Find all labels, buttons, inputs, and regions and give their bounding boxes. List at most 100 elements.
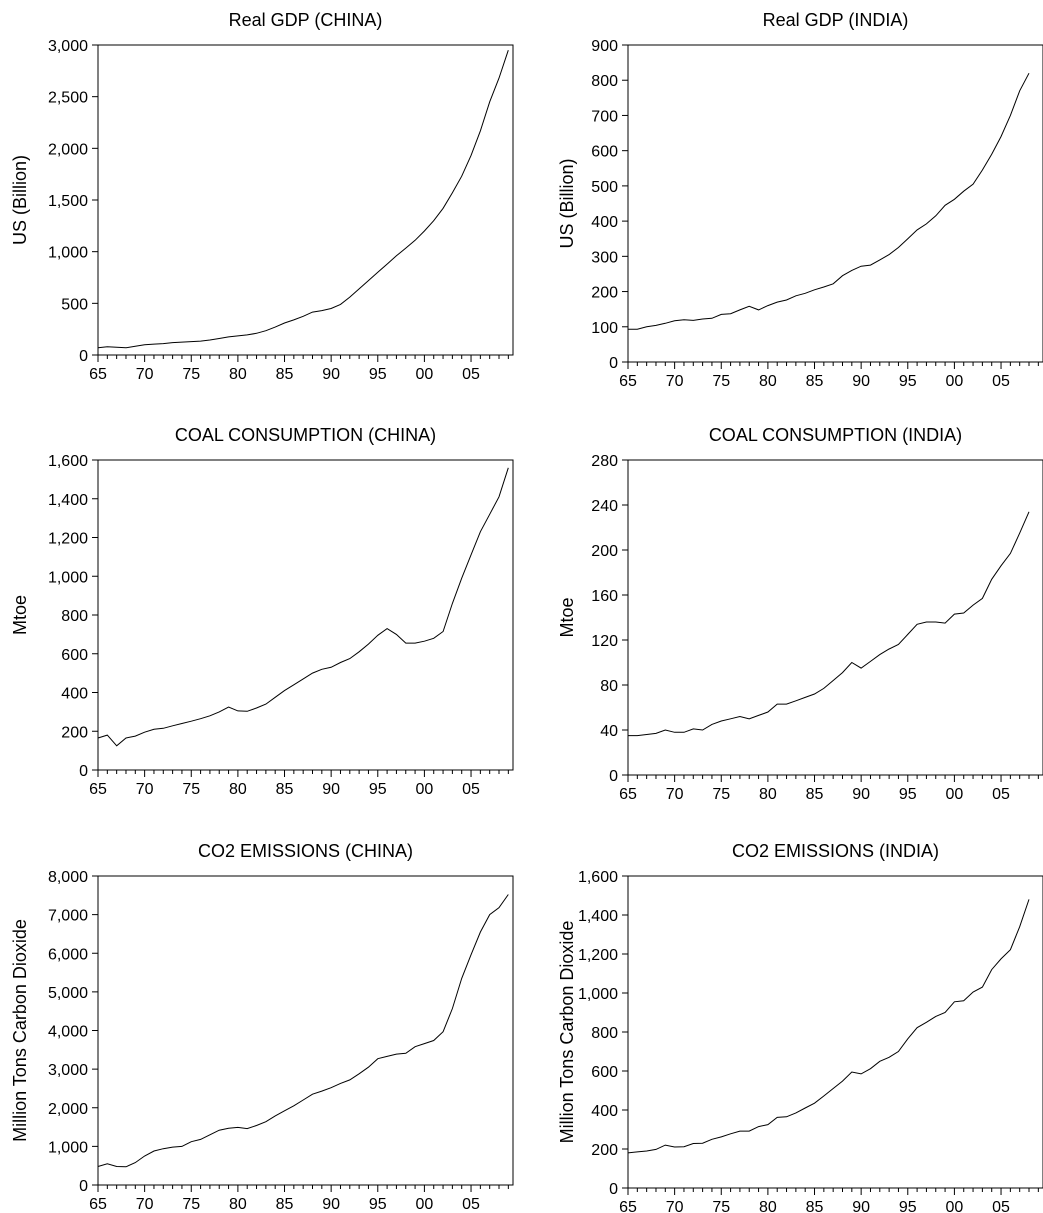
x-tick-label: 75	[182, 366, 200, 383]
x-tick-label: 95	[899, 786, 917, 803]
x-tick-label: 05	[462, 366, 480, 383]
y-tick-label: 160	[591, 588, 618, 605]
plot-frame	[97, 44, 514, 356]
y-tick-label: 1,200	[578, 947, 618, 964]
y-tick-label: 40	[600, 723, 618, 740]
y-tick-label: 1,000	[48, 569, 88, 586]
y-tick-label: 2,000	[48, 141, 88, 158]
x-tick-label: 75	[712, 1199, 730, 1213]
y-tick-label: 0	[609, 355, 618, 372]
x-tick-label: 80	[759, 1199, 777, 1213]
plot-frame	[97, 459, 514, 771]
plot-frame	[97, 875, 514, 1186]
x-tick-label: 65	[89, 1196, 107, 1213]
x-tick-label: 05	[462, 781, 480, 798]
y-tick-label: 600	[591, 1064, 618, 1081]
x-tick-label: 95	[899, 373, 917, 390]
x-tick-label: 75	[712, 373, 730, 390]
series-line	[97, 467, 509, 747]
y-tick-label: 700	[591, 108, 618, 125]
x-tick-label: 00	[946, 1199, 964, 1213]
y-axis-label: Million Tons Carbon Dioxide	[557, 921, 577, 1144]
y-tick-label: 1,200	[48, 531, 88, 548]
y-tick-label: 3,000	[48, 1062, 88, 1079]
y-axis-label: Million Tons Carbon Dioxide	[10, 919, 30, 1142]
y-tick-label: 200	[61, 724, 88, 741]
series-line	[627, 899, 1030, 1154]
x-tick-label: 95	[369, 1196, 387, 1213]
x-tick-label: 65	[89, 366, 107, 383]
y-tick-label: 800	[591, 73, 618, 90]
x-tick-label: 70	[136, 366, 154, 383]
y-tick-label: 1,000	[48, 1139, 88, 1156]
chart-title: CO2 EMISSIONS (INDIA)	[732, 841, 939, 861]
y-tick-label: 200	[591, 1142, 618, 1159]
chart-title: COAL CONSUMPTION (CHINA)	[175, 425, 436, 445]
y-tick-label: 300	[591, 249, 618, 266]
y-tick-label: 900	[591, 38, 618, 55]
y-tick-label: 0	[609, 768, 618, 785]
x-tick-label: 80	[229, 1196, 247, 1213]
x-tick-label: 85	[806, 786, 824, 803]
x-tick-label: 75	[712, 786, 730, 803]
chart-panel-4: COAL CONSUMPTION (INDIA) Mtoe 0 40 80 120 160 2…	[557, 425, 1043, 803]
x-tick-label: 85	[806, 1199, 824, 1213]
chart-panel-2: Real GDP (INDIA) US (Billion) 0 100 200 300 40…	[557, 10, 1043, 390]
y-tick-label: 120	[591, 633, 618, 650]
y-tick-label: 0	[79, 763, 88, 780]
chart-title: COAL CONSUMPTION (INDIA)	[709, 425, 962, 445]
y-tick-label: 200	[591, 543, 618, 560]
y-tick-label: 1,500	[48, 193, 88, 210]
x-tick-label: 80	[229, 366, 247, 383]
x-tick-label: 00	[416, 781, 434, 798]
plot-frame	[627, 44, 1043, 363]
y-tick-label: 7,000	[48, 908, 88, 925]
x-tick-label: 70	[136, 781, 154, 798]
x-tick-label: 95	[369, 366, 387, 383]
y-tick-label: 0	[79, 1178, 88, 1195]
chart-panel-5: CO2 EMISSIONS (CHINA) Million Tons Carbon…	[10, 841, 514, 1213]
y-tick-label: 8,000	[48, 869, 88, 886]
y-axis-label: Mtoe	[10, 595, 30, 635]
y-tick-label: 240	[591, 498, 618, 515]
y-tick-label: 0	[79, 348, 88, 365]
x-tick-label: 65	[619, 373, 637, 390]
x-tick-label: 70	[666, 786, 684, 803]
x-tick-label: 05	[992, 373, 1010, 390]
y-tick-label: 1,000	[48, 245, 88, 262]
x-tick-label: 85	[806, 373, 824, 390]
y-tick-label: 80	[600, 678, 618, 695]
series-line	[628, 72, 1030, 330]
x-tick-label: 70	[136, 1196, 154, 1213]
x-tick-label: 00	[946, 786, 964, 803]
y-tick-label: 1,400	[48, 492, 88, 509]
y-tick-label: 600	[61, 647, 88, 664]
x-tick-label: 80	[759, 373, 777, 390]
y-tick-label: 500	[591, 179, 618, 196]
chart-title: Real GDP (CHINA)	[229, 10, 383, 30]
x-tick-label: 85	[276, 366, 294, 383]
x-tick-label: 65	[89, 781, 107, 798]
y-tick-label: 280	[591, 453, 618, 470]
x-tick-label: 85	[276, 1196, 294, 1213]
x-tick-label: 90	[322, 1196, 340, 1213]
y-tick-label: 600	[591, 144, 618, 161]
y-tick-label: 800	[591, 1025, 618, 1042]
x-tick-label: 80	[759, 786, 777, 803]
y-axis-label: US (Billion)	[557, 158, 577, 248]
x-tick-label: 95	[369, 781, 387, 798]
y-tick-label: 800	[61, 608, 88, 625]
y-tick-label: 4,000	[48, 1024, 88, 1041]
x-tick-label: 80	[229, 781, 247, 798]
x-tick-label: 65	[619, 1199, 637, 1213]
x-tick-label: 75	[182, 781, 200, 798]
x-tick-label: 85	[276, 781, 294, 798]
x-tick-label: 90	[852, 786, 870, 803]
y-tick-label: 2,500	[48, 90, 88, 107]
x-tick-label: 00	[416, 1196, 434, 1213]
y-tick-label: 3,000	[48, 38, 88, 55]
chart-panel-3: COAL CONSUMPTION (CHINA) Mtoe 0 200 400 600 80…	[10, 425, 514, 798]
series-line	[628, 511, 1030, 737]
y-axis-label: US (Billion)	[10, 155, 30, 245]
y-tick-label: 1,000	[578, 986, 618, 1003]
